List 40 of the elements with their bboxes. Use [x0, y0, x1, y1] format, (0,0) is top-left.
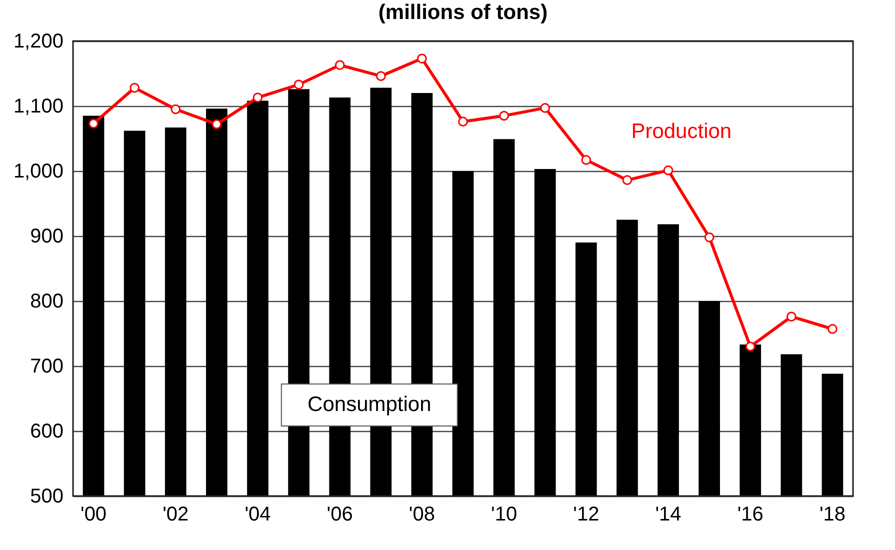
point [294, 80, 304, 90]
y-tick-label: 800 [30, 290, 64, 312]
point [417, 54, 427, 64]
point [499, 110, 509, 121]
y-tick-label: 900 [30, 226, 64, 248]
x-tick-label: '12 [573, 504, 600, 526]
point [745, 342, 756, 352]
point [458, 116, 468, 127]
point [540, 103, 550, 113]
point [212, 119, 222, 130]
x-tick-label: '18 [819, 504, 846, 526]
point [663, 165, 674, 176]
x-tick-label: '10 [491, 504, 518, 526]
y-tick-label: 1,000 [13, 160, 64, 182]
x-tick-label: '04 [244, 504, 271, 526]
series-label: Consumption [308, 393, 432, 416]
y-tick-label: 1,200 [13, 30, 64, 52]
y-tick-label: 700 [30, 356, 64, 378]
x-tick-label: '14 [655, 504, 682, 526]
point [334, 60, 345, 70]
series-label: Production [631, 120, 732, 143]
chart-title: (millions of tons) [378, 1, 548, 24]
point [252, 92, 263, 102]
y-tick-label: 500 [30, 486, 64, 508]
point [786, 312, 796, 322]
point [622, 175, 632, 186]
point [581, 155, 592, 165]
point [170, 104, 181, 114]
y-tick-label: 1,100 [13, 96, 64, 118]
point [704, 232, 714, 242]
point [828, 324, 838, 334]
point [88, 118, 98, 128]
x-tick-label: '16 [737, 504, 764, 526]
x-tick-label: '00 [80, 504, 107, 526]
point [130, 82, 140, 93]
x-tick-label: '02 [162, 504, 189, 526]
x-tick-label: '08 [408, 504, 435, 526]
y-tick-label: 600 [30, 420, 64, 442]
x-tick-label: '06 [326, 504, 353, 526]
point [376, 71, 386, 82]
